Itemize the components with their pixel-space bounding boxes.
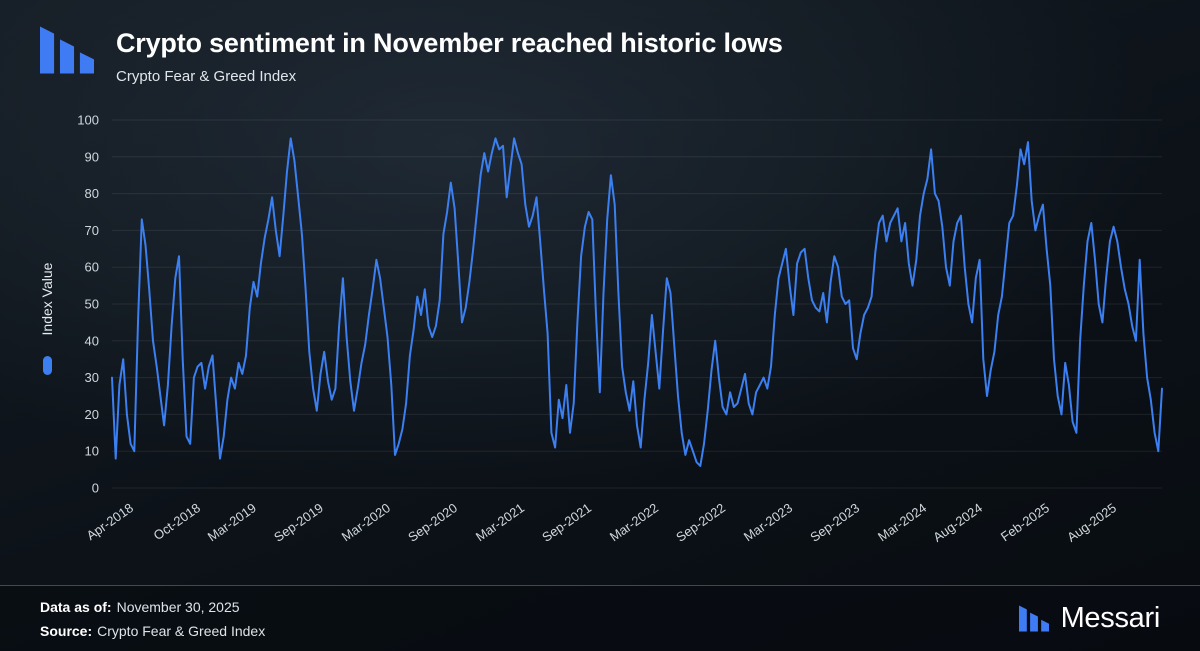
x-tick-label: Aug-2024	[930, 500, 985, 545]
x-tick-label: Feb-2025	[998, 500, 1052, 544]
legend-marker	[43, 356, 52, 375]
x-tick-label: Mar-2019	[205, 500, 259, 544]
y-tick-label: 100	[77, 113, 99, 128]
header-text: Crypto sentiment in November reached his…	[116, 26, 783, 85]
messari-footer-logo-icon	[1018, 605, 1049, 632]
data-as-of-line: Data as of: November 30, 2025	[40, 595, 265, 619]
footer-meta: Data as of: November 30, 2025 Source: Cryp…	[40, 595, 265, 643]
page-subtitle: Crypto Fear & Greed Index	[116, 68, 297, 85]
x-tick-label: Sep-2022	[673, 500, 728, 545]
x-tick-label: Sep-2020	[405, 500, 460, 545]
source-label: Source:	[40, 622, 93, 639]
data-as-of-value: November 30, 2025	[116, 598, 240, 615]
x-tick-label: Aug-2025	[1064, 500, 1119, 545]
y-tick-label: 60	[85, 260, 99, 275]
source-line: Source: Crypto Fear & Greed Index	[40, 619, 265, 643]
y-tick-label: 30	[85, 370, 99, 385]
brand-wordmark: Messari	[1060, 602, 1161, 634]
header: Crypto sentiment in November reached his…	[40, 26, 783, 85]
y-tick-label: 20	[85, 407, 99, 422]
footer: Data as of: November 30, 2025 Source: Cryp…	[0, 585, 1200, 651]
x-tick-label: Mar-2023	[741, 500, 795, 544]
brand: Messari	[1018, 602, 1161, 635]
x-tick-label: Mar-2022	[607, 500, 661, 544]
x-tick-label: Mar-2020	[339, 500, 393, 544]
y-tick-label: 40	[85, 333, 99, 348]
data-as-of-label: Data as of:	[40, 598, 112, 615]
x-tick-label: Mar-2024	[875, 500, 929, 544]
y-tick-label: 80	[85, 186, 99, 201]
page-title: Crypto sentiment in November reached his…	[116, 28, 783, 58]
x-tick-label: Sep-2021	[539, 500, 594, 545]
y-tick-label: 50	[85, 297, 99, 312]
y-tick-label: 70	[85, 223, 99, 238]
y-axis-title: Index Value	[39, 262, 55, 335]
y-tick-label: 0	[92, 481, 99, 496]
x-tick-label: Mar-2021	[473, 500, 527, 544]
messari-logo-icon	[40, 26, 94, 74]
series-line	[111, 137, 1163, 467]
x-tick-label: Oct-2018	[151, 500, 203, 543]
x-tick-label: Sep-2023	[807, 500, 862, 545]
y-tick-label: 90	[85, 149, 99, 164]
y-tick-label: 10	[85, 444, 99, 459]
x-tick-label: Apr-2018	[84, 500, 136, 543]
source-value: Crypto Fear & Greed Index	[97, 622, 266, 639]
x-tick-label: Sep-2019	[271, 500, 326, 545]
